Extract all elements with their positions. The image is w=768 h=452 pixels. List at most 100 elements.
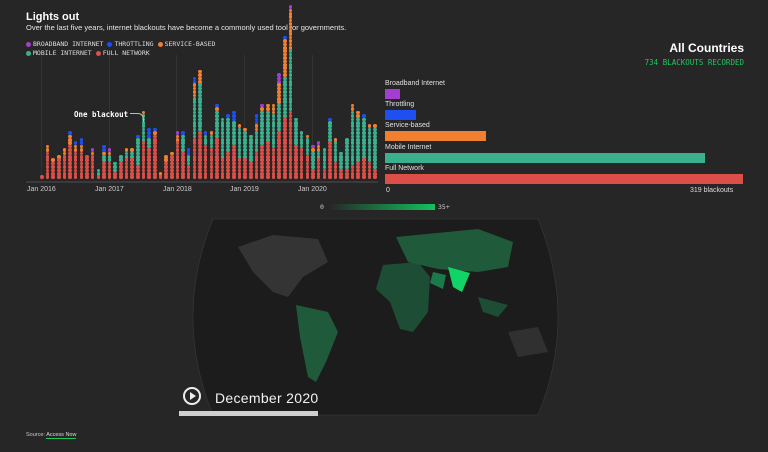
month-column	[113, 161, 118, 179]
type-bar	[385, 110, 417, 120]
month-column	[215, 103, 219, 179]
month-column	[203, 131, 208, 179]
scale-max: 35+	[438, 203, 450, 211]
month-column	[192, 76, 197, 179]
month-column	[186, 148, 191, 179]
month-column	[181, 131, 185, 179]
page-title: Lights out	[26, 11, 80, 23]
type-bar	[385, 131, 486, 141]
legend-dot-icon	[26, 50, 31, 56]
legend-dot-icon	[26, 41, 31, 47]
month-column	[141, 110, 146, 179]
page-subtitle: Over the last five years, internet black…	[26, 23, 347, 32]
month-column	[277, 73, 281, 179]
summary-count: 734 BLACKOUTS RECORDED	[644, 58, 744, 67]
month-column	[68, 131, 72, 179]
month-column	[136, 134, 140, 179]
legend-dot-icon	[107, 41, 113, 47]
month-column	[85, 154, 89, 179]
bar-axis-max: 319 blackouts	[690, 187, 734, 194]
bar-label: Service-based	[385, 122, 430, 129]
legend-item: FULL NETWORK	[95, 49, 150, 58]
month-column	[158, 172, 163, 179]
world-map[interactable]	[178, 217, 574, 417]
month-column	[119, 154, 123, 179]
month-column	[345, 137, 349, 179]
month-column	[209, 131, 214, 179]
month-column	[266, 103, 270, 179]
month-column	[322, 148, 327, 179]
month-column	[56, 154, 61, 179]
month-column	[79, 137, 84, 179]
summary-title: All Countries	[669, 41, 744, 55]
month-column	[45, 144, 50, 179]
month-column	[102, 144, 106, 179]
source-link[interactable]: Access Now	[46, 432, 77, 439]
month-column	[147, 127, 151, 179]
month-column	[254, 114, 259, 179]
month-column	[299, 131, 304, 179]
source-label: Source:	[26, 432, 45, 438]
bar-label: Broadband Internet	[385, 80, 445, 87]
month-column	[130, 148, 134, 179]
type-bar	[385, 174, 743, 184]
month-column	[153, 127, 157, 179]
monthly-dot-chart	[26, 5, 378, 183]
x-axis-baseline	[26, 181, 378, 183]
month-column	[282, 35, 287, 179]
x-tick: Jan 2017	[95, 186, 124, 193]
type-bar	[385, 89, 400, 99]
one-blackout-annotation: One blackout	[74, 110, 129, 119]
legend-dot-icon	[157, 41, 163, 47]
month-column	[90, 148, 95, 179]
legend-dot-icon	[95, 50, 101, 56]
legend-item: SERVICE-BASED	[157, 40, 215, 49]
month-column	[175, 131, 180, 179]
month-column	[339, 151, 344, 179]
month-column	[373, 124, 377, 179]
month-column	[316, 141, 321, 179]
bar-label: Full Network	[385, 165, 424, 172]
month-column	[350, 103, 355, 179]
month-column	[328, 117, 332, 179]
month-column	[311, 144, 315, 179]
month-column	[96, 168, 101, 179]
bar-label: Throttling	[385, 101, 415, 108]
month-column	[249, 134, 253, 179]
month-column	[169, 151, 174, 179]
bar-axis-min: 0	[386, 187, 390, 194]
month-column	[356, 110, 360, 179]
month-column	[198, 69, 202, 179]
month-column	[51, 158, 55, 179]
month-column	[40, 175, 44, 179]
bar-label: Mobile Internet	[385, 144, 432, 151]
month-column	[362, 114, 366, 179]
scale-min: 0	[320, 203, 324, 211]
month-column	[333, 137, 338, 179]
annotation-leader-line	[130, 113, 144, 122]
x-tick: Jan 2019	[230, 186, 259, 193]
month-column	[124, 148, 129, 179]
month-column	[107, 148, 112, 179]
month-column	[237, 124, 242, 179]
month-column	[62, 148, 67, 179]
chart-legend: BROADBAND INTERNET THROTTLING SERVICE-BASE…	[26, 40, 266, 58]
play-button[interactable]	[183, 387, 201, 405]
gridline	[244, 55, 245, 181]
timeline-progress-bar[interactable]	[179, 411, 318, 416]
month-column	[288, 5, 293, 179]
month-column	[271, 103, 276, 179]
month-column	[260, 103, 264, 179]
gridline	[41, 55, 42, 181]
month-column	[226, 114, 231, 179]
gridline	[176, 55, 177, 181]
x-tick: Jan 2020	[298, 186, 327, 193]
gridline	[312, 55, 313, 181]
month-column	[294, 117, 298, 179]
month-column	[220, 117, 225, 179]
month-column	[243, 127, 247, 179]
source-note: Source: Access Now	[26, 432, 77, 439]
legend-item: MOBILE INTERNET	[26, 49, 92, 58]
month-column	[232, 110, 236, 179]
legend-item: BROADBAND INTERNET	[26, 40, 103, 49]
